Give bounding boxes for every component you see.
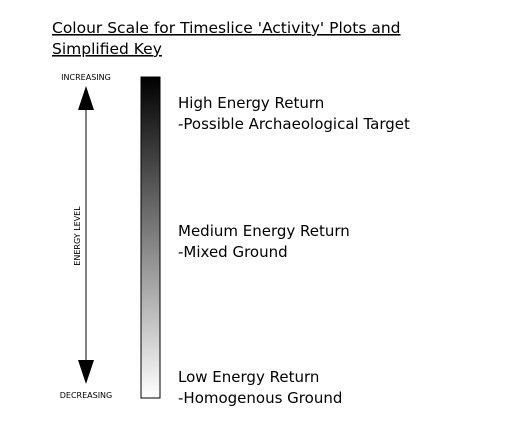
title-line: Simplified Key xyxy=(52,40,162,58)
bottom-label: DECREASING xyxy=(60,391,113,400)
top-label: INCREASING xyxy=(61,73,111,82)
colour-scale xyxy=(140,76,161,399)
axis-label: ENERGY LEVEL xyxy=(73,206,82,266)
key-name: Low Energy Return xyxy=(178,368,319,386)
key-name: Medium Energy Return xyxy=(178,222,350,240)
key-description: -Possible Archaeological Target xyxy=(178,115,410,133)
arrow-head-down xyxy=(78,360,94,384)
key-name: High Energy Return xyxy=(178,94,324,112)
key-description: -Homogenous Ground xyxy=(178,389,342,407)
key-description: -Mixed Ground xyxy=(178,243,288,261)
arrow-head-up xyxy=(78,86,94,110)
title-line: Colour Scale for Timeslice 'Activity' Pl… xyxy=(52,19,401,37)
